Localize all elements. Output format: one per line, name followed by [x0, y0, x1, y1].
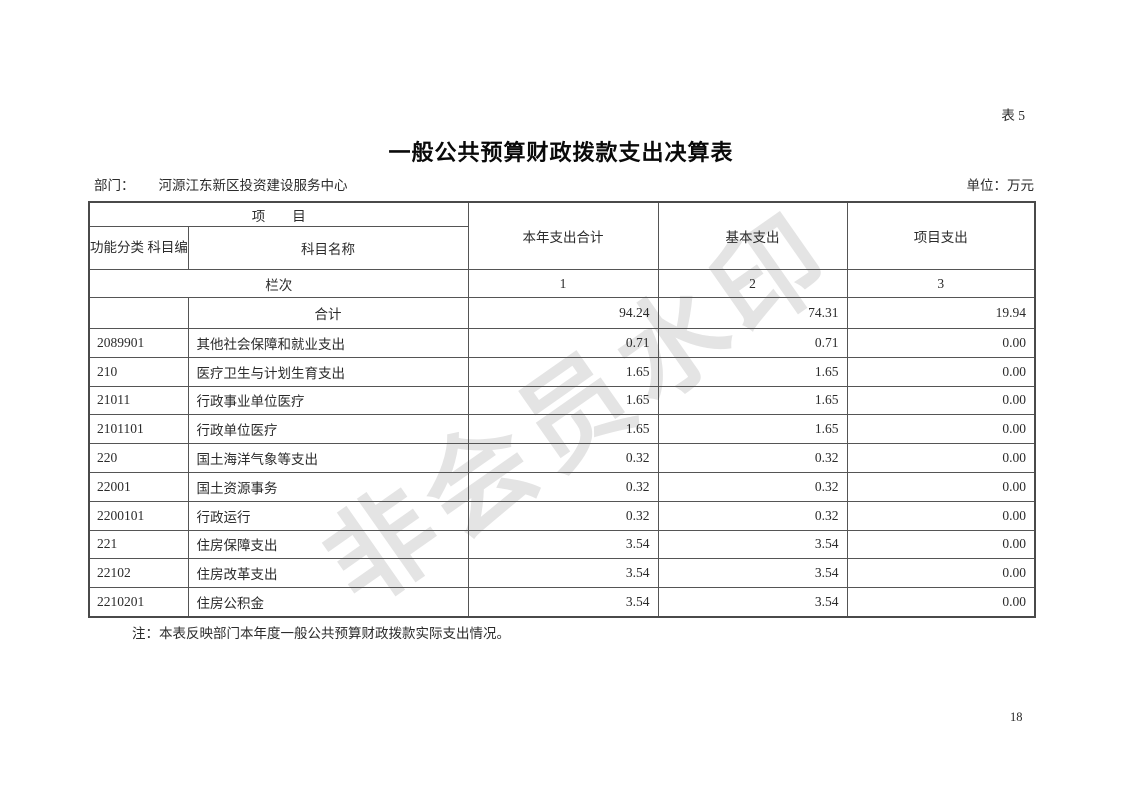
row-project-value: 0.00: [846, 529, 1036, 560]
table-body: 合计 94.24 74.31 19.94 2089901 其他社会保障和就业支出…: [88, 297, 1036, 618]
row-name: 医疗卫生与计划生育支出: [187, 356, 469, 387]
header-col-project: 项目支出: [846, 201, 1036, 270]
header-row-item: 项 目 本年支出合计 基本支出 项目支出: [88, 201, 1036, 270]
table-row: 221 住房保障支出 3.54 3.54 0.00: [88, 529, 1036, 560]
row-basic-value: 1.65: [657, 385, 848, 416]
row-basic-value: 1.65: [657, 414, 848, 445]
total-row-name: 合计: [187, 297, 469, 329]
row-code: 210: [88, 356, 189, 387]
row-name: 住房改革支出: [187, 558, 469, 589]
row-basic-value: 3.54: [657, 529, 848, 560]
row-name: 住房公积金: [187, 587, 469, 618]
unit-label: 单位：万元: [966, 178, 1035, 193]
row-project-value: 0.00: [846, 328, 1036, 358]
total-row-project: 19.94: [846, 297, 1036, 329]
row-project-value: 0.00: [846, 385, 1036, 416]
row-basic-value: 0.71: [657, 328, 848, 358]
header-col-index-3: 3: [846, 269, 1036, 298]
total-row-basic: 74.31: [657, 297, 848, 329]
row-project-value: 0.00: [846, 471, 1036, 502]
row-total-value: 0.71: [467, 328, 659, 358]
row-project-value: 0.00: [846, 587, 1036, 618]
row-total-value: 3.54: [467, 558, 659, 589]
row-name: 国土海洋气象等支出: [187, 443, 469, 473]
table-row: 210 医疗卫生与计划生育支出 1.65 1.65 0.00: [88, 356, 1036, 387]
row-code: 221: [88, 529, 189, 560]
row-total-value: 0.32: [467, 500, 659, 531]
row-basic-value: 0.32: [657, 471, 848, 502]
table-row: 22102 住房改革支出 3.54 3.54 0.00: [88, 558, 1036, 589]
row-basic-value: 0.32: [657, 500, 848, 531]
budget-table: 项 目 本年支出合计 基本支出 项目支出 功能分类 科目编码 科目名称 栏次 1…: [88, 201, 1036, 618]
header-col-basic: 基本支出: [657, 201, 848, 270]
table-row: 2210201 住房公积金 3.54 3.54 0.00: [88, 587, 1036, 618]
table-row: 2101101 行政单位医疗 1.65 1.65 0.00: [88, 414, 1036, 445]
page-number: 18: [1010, 710, 1023, 724]
row-code: 2089901: [88, 328, 189, 358]
row-code: 22001: [88, 471, 189, 502]
row-total-value: 3.54: [467, 587, 659, 618]
row-project-value: 0.00: [846, 414, 1036, 445]
total-row: 合计 94.24 74.31 19.94: [88, 297, 1036, 329]
row-code: 220: [88, 443, 189, 473]
row-code: 2200101: [88, 500, 189, 531]
header-name-label: 科目名称: [187, 226, 469, 270]
row-name: 住房保障支出: [187, 529, 469, 560]
row-code: 2210201: [88, 587, 189, 618]
table-row: 22001 国土资源事务 0.32 0.32 0.00: [88, 471, 1036, 502]
header-lanci-label: 栏次: [88, 269, 469, 298]
row-name: 行政事业单位医疗: [187, 385, 469, 416]
row-total-value: 0.32: [467, 471, 659, 502]
header-col-index-1: 1: [467, 269, 659, 298]
department-value: 河源江东新区投资建设服务中心: [158, 178, 348, 193]
header-col-index-2: 2: [657, 269, 848, 298]
meta-row: 部门： 河源江东新区投资建设服务中心 单位：万元: [94, 174, 1034, 194]
row-code: 2101101: [88, 414, 189, 445]
header-item-group: 项 目: [88, 201, 469, 227]
header-row-lanci: 栏次 1 2 3: [88, 269, 1036, 298]
row-basic-value: 0.32: [657, 443, 848, 473]
table-row: 220 国土海洋气象等支出 0.32 0.32 0.00: [88, 443, 1036, 473]
department-line: 部门： 河源江东新区投资建设服务中心: [94, 174, 348, 194]
row-name: 行政单位医疗: [187, 414, 469, 445]
row-code: 21011: [88, 385, 189, 416]
row-basic-value: 3.54: [657, 558, 848, 589]
row-project-value: 0.00: [846, 500, 1036, 531]
table-note: 注：本表反映部门本年度一般公共预算财政拨款实际支出情况。: [132, 626, 510, 641]
total-row-code: [88, 297, 189, 329]
row-basic-value: 3.54: [657, 587, 848, 618]
header-col-total: 本年支出合计: [467, 201, 659, 270]
row-total-value: 0.32: [467, 443, 659, 473]
row-name: 国土资源事务: [187, 471, 469, 502]
row-code: 22102: [88, 558, 189, 589]
department-label: 部门：: [94, 178, 135, 193]
row-total-value: 1.65: [467, 356, 659, 387]
row-project-value: 0.00: [846, 443, 1036, 473]
row-total-value: 1.65: [467, 385, 659, 416]
row-name: 其他社会保障和就业支出: [187, 328, 469, 358]
table-header: 项 目 本年支出合计 基本支出 项目支出 功能分类 科目编码 科目名称 栏次 1…: [88, 201, 1036, 298]
table-row: 21011 行政事业单位医疗 1.65 1.65 0.00: [88, 385, 1036, 416]
page-title: 一般公共预算财政拨款支出决算表: [388, 140, 734, 165]
row-name: 行政运行: [187, 500, 469, 531]
row-total-value: 3.54: [467, 529, 659, 560]
table-row: 2200101 行政运行 0.32 0.32 0.00: [88, 500, 1036, 531]
row-project-value: 0.00: [846, 356, 1036, 387]
row-project-value: 0.00: [846, 558, 1036, 589]
table-row: 2089901 其他社会保障和就业支出 0.71 0.71 0.00: [88, 328, 1036, 358]
total-row-total: 94.24: [467, 297, 659, 329]
sheet-label: 表 5: [1001, 108, 1025, 123]
row-total-value: 1.65: [467, 414, 659, 445]
header-row-sub: 功能分类 科目编码 科目名称: [88, 226, 1035, 270]
row-basic-value: 1.65: [657, 356, 848, 387]
header-code-label: 功能分类 科目编码: [88, 226, 189, 270]
